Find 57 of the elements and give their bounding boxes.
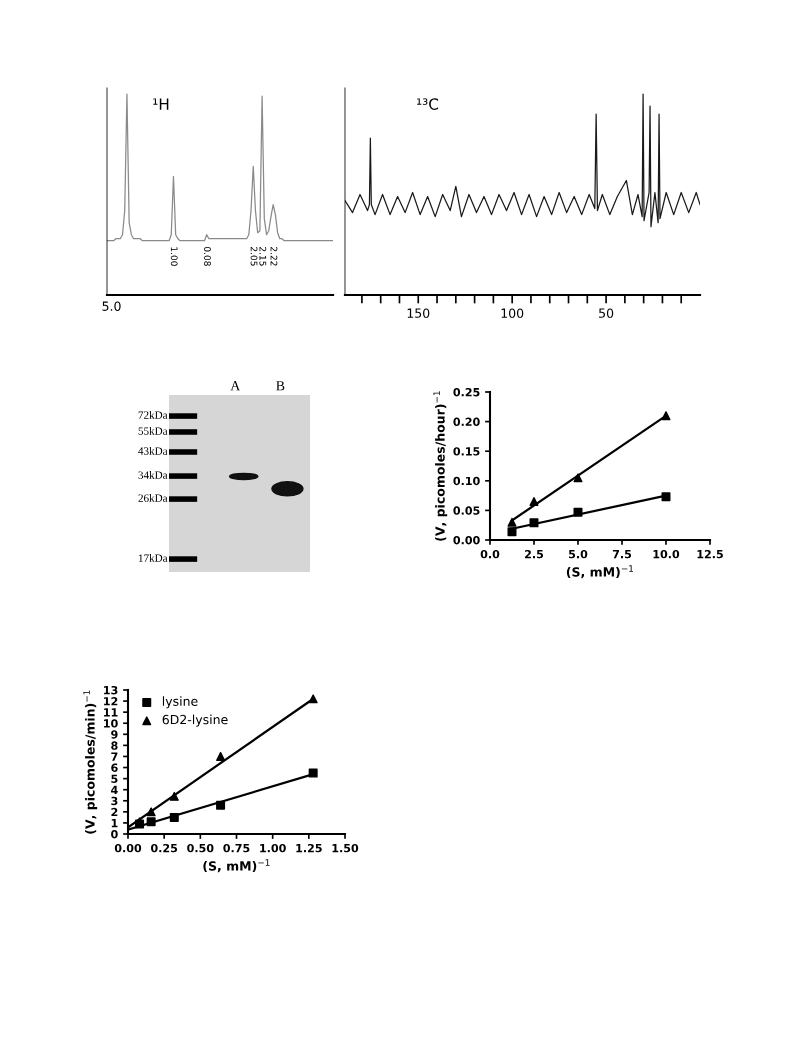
text: 34kDa	[138, 471, 168, 479]
annotation: 2.15	[259, 247, 267, 266]
y-tick-label: 7	[111, 752, 118, 761]
text: 17kDa	[138, 554, 168, 562]
x-tick-label: 1.50	[332, 843, 359, 853]
text: A	[230, 381, 241, 391]
x-tick-label: 12.5	[697, 549, 723, 559]
y-tick-label: 0.10	[453, 476, 480, 486]
x-tick-label: 100	[501, 308, 524, 318]
y-tick-label: 1	[111, 819, 118, 828]
text: 43kDa	[138, 446, 168, 455]
text: 26kDa	[138, 494, 168, 502]
x-axis-title: (S, mM)$^{−1}$	[203, 859, 270, 873]
y-tick-label: 13	[104, 685, 118, 695]
x-tick-label: 0.50	[187, 843, 214, 853]
y-tick-label: 0.00	[453, 535, 480, 545]
annotation: 0.08	[204, 246, 211, 266]
y-tick-label: 0.25	[453, 387, 480, 397]
annotation: 1.00	[170, 247, 178, 266]
x-tick-label: 7.5	[612, 550, 632, 559]
y-tick-label: 10	[104, 719, 118, 728]
x-tick-label: 5.0	[569, 549, 588, 559]
y-tick-label: 0.20	[453, 417, 480, 426]
x-tick-label: 0.75	[223, 843, 250, 853]
x-tick-label: 10.0	[653, 549, 680, 559]
x-tick-label: 1.00	[260, 843, 286, 853]
y-tick-label: 2	[111, 807, 118, 817]
annotation: 2.05	[250, 247, 258, 266]
y-tick-label: 11	[104, 708, 118, 717]
annotation: 2.22	[270, 247, 278, 266]
x-tick-label: 2.5	[525, 549, 544, 559]
text: 72kDa	[138, 411, 168, 419]
x-tick-label: 50	[599, 308, 614, 318]
x-tick-label: 150	[407, 308, 430, 318]
x-tick-label: 1.25	[296, 843, 322, 853]
y-tick-label: 9	[111, 730, 118, 739]
y-tick-label: 3	[111, 796, 118, 806]
legend-label: 6D2-lysine	[162, 714, 228, 727]
text: 5.0	[102, 301, 121, 311]
y-tick-label: 8	[111, 741, 118, 750]
annotation: ¹³C	[417, 98, 439, 110]
y-tick-label: 4	[111, 785, 118, 794]
x-tick-label: 0.0	[480, 549, 500, 559]
y-tick-label: 5	[111, 774, 118, 783]
y-tick-label: 0	[111, 829, 118, 839]
y-tick-label: 6	[111, 763, 118, 772]
text: 55kDa	[138, 426, 168, 435]
annotation: ¹H	[153, 98, 169, 110]
y-tick-label: 0.15	[453, 447, 480, 456]
y-tick-label: 12	[104, 697, 118, 706]
legend-label: lysine	[162, 696, 198, 709]
x-tick-label: 0.25	[150, 843, 178, 853]
x-axis-title: (S, mM)$^{−1}$	[566, 565, 634, 579]
y-tick-label: 0.05	[453, 506, 480, 515]
y-axis-title: (V, picomoles/hour)$^{−1}$	[433, 391, 448, 541]
text: B	[276, 381, 285, 391]
y-axis-title: (V, picomoles/min)$^{−1}$	[83, 690, 98, 834]
